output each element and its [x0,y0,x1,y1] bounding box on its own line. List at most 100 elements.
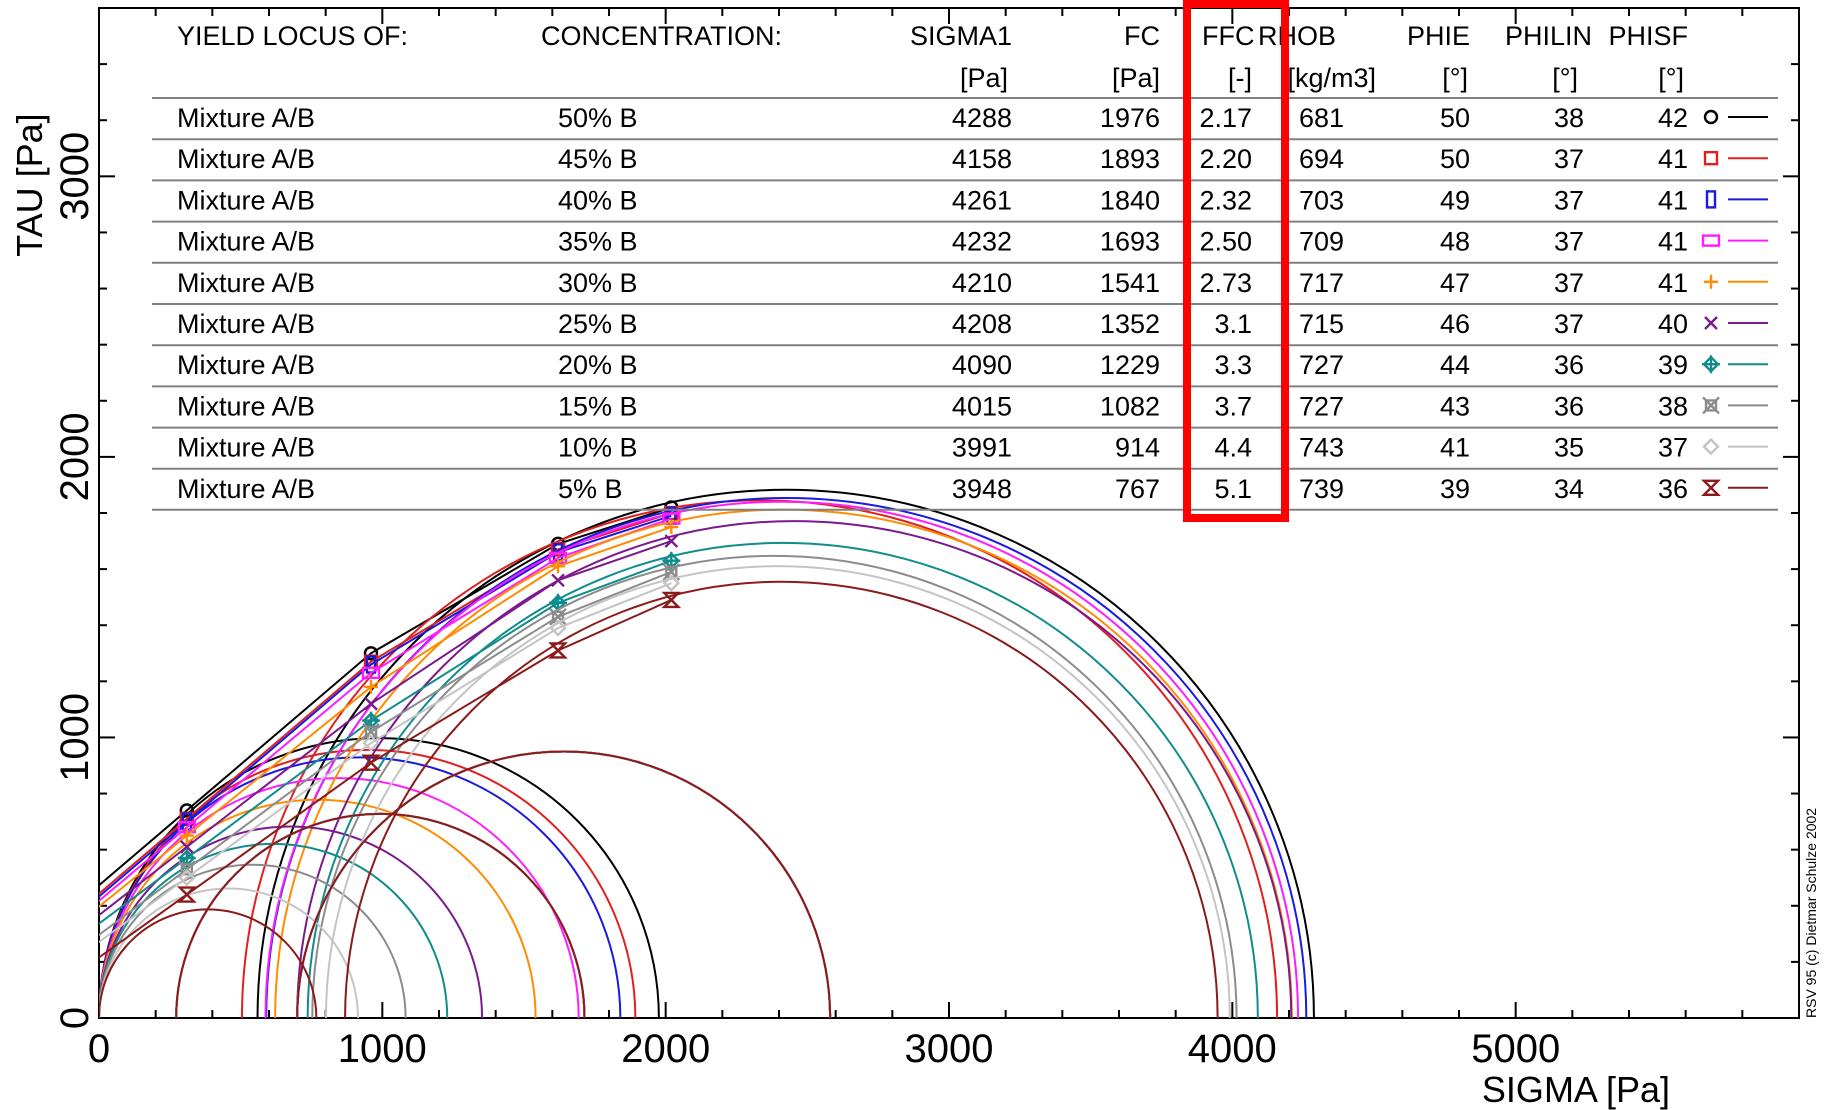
table-cell-sigma1: 4288 [952,103,1012,133]
table-cell-fc: 1976 [1100,103,1160,133]
table-cell-fc: 1229 [1100,350,1160,380]
table-cell-philin: 36 [1554,391,1584,421]
table-cell-name: Mixture A/B [177,185,315,215]
table-unit-2: [Pa] [960,63,1008,93]
x-axis-title: SIGMA [Pa] [1482,1069,1670,1110]
table-cell-fc: 767 [1115,474,1160,504]
table-cell-fc: 1840 [1100,185,1160,215]
table-cell-name: Mixture A/B [177,268,315,298]
table-cell-rhob: 727 [1299,350,1344,380]
table-unit-5: [kg/m3] [1287,63,1376,93]
table-unit-3: [Pa] [1112,63,1160,93]
table-cell-ffc: 2.32 [1199,185,1252,215]
table-header-3: FC [1124,21,1160,51]
table-cell-ffc: 2.50 [1199,227,1252,257]
table-cell-phie: 43 [1440,391,1470,421]
table-cell-rhob: 681 [1299,103,1344,133]
table-cell-sigma1: 4210 [952,268,1012,298]
table-cell-ffc: 2.17 [1199,103,1252,133]
table-cell-phie: 39 [1440,474,1470,504]
table-cell-phisf: 41 [1658,144,1688,174]
y-tick-label-1: 1000 [53,693,97,782]
table-cell-ffc: 5.1 [1214,474,1252,504]
table-cell-sigma1: 4158 [952,144,1012,174]
table-cell-sigma1: 4261 [952,185,1012,215]
table-cell-ffc: 4.4 [1214,433,1252,463]
table-cell-fc: 914 [1115,433,1160,463]
table-cell-concentration: 50% B [558,103,638,133]
table-cell-rhob: 743 [1299,433,1344,463]
table-header-0: YIELD LOCUS OF: [177,21,408,51]
x-tick-label-0: 0 [88,1027,110,1071]
table-cell-name: Mixture A/B [177,474,315,504]
table-cell-rhob: 727 [1299,391,1344,421]
table-cell-fc: 1893 [1100,144,1160,174]
table-header-5: RHOB [1258,21,1336,51]
table-cell-phie: 50 [1440,144,1470,174]
table-header-7: PHILIN [1505,21,1592,51]
table-cell-name: Mixture A/B [177,309,315,339]
table-cell-concentration: 25% B [558,309,638,339]
table-cell-rhob: 703 [1299,185,1344,215]
x-tick-label-2: 2000 [621,1027,710,1071]
table-cell-name: Mixture A/B [177,391,315,421]
table-cell-rhob: 694 [1299,144,1344,174]
table-cell-concentration: 30% B [558,268,638,298]
y-tick-label-2: 2000 [53,412,97,501]
table-cell-phie: 41 [1440,433,1470,463]
table-cell-ffc: 3.1 [1214,309,1252,339]
table-cell-philin: 37 [1554,268,1584,298]
table-cell-phisf: 42 [1658,103,1688,133]
table-cell-rhob: 709 [1299,227,1344,257]
table-cell-phisf: 39 [1658,350,1688,380]
table-cell-concentration: 35% B [558,227,638,257]
x-tick-label-4: 4000 [1188,1027,1277,1071]
table-cell-phisf: 41 [1658,227,1688,257]
table-header-4: FFC [1202,21,1254,51]
table-cell-sigma1: 4090 [952,350,1012,380]
table-cell-phisf: 41 [1658,268,1688,298]
table-cell-rhob: 717 [1299,268,1344,298]
table-header-1: CONCENTRATION: [541,21,782,51]
table-cell-ffc: 3.7 [1214,391,1252,421]
copyright-text: RSV 95 (c) Dietmar Schulze 2002 [1803,808,1819,1018]
table-cell-concentration: 20% B [558,350,638,380]
x-tick-label-5: 5000 [1471,1027,1560,1071]
table-unit-7: [°] [1552,63,1578,93]
table-cell-concentration: 45% B [558,144,638,174]
table-unit-6: [°] [1442,63,1468,93]
table-cell-sigma1: 4232 [952,227,1012,257]
table-cell-ffc: 3.3 [1214,350,1252,380]
table-cell-concentration: 5% B [558,474,623,504]
table-cell-name: Mixture A/B [177,350,315,380]
table-cell-fc: 1693 [1100,227,1160,257]
table-cell-concentration: 40% B [558,185,638,215]
table-cell-philin: 37 [1554,227,1584,257]
table-header-8: PHISF [1608,21,1688,51]
table-cell-phie: 50 [1440,103,1470,133]
table-cell-rhob: 715 [1299,309,1344,339]
table-cell-name: Mixture A/B [177,227,315,257]
table-cell-phisf: 41 [1658,185,1688,215]
table-cell-phie: 44 [1440,350,1470,380]
table-unit-4: [-] [1228,63,1252,93]
table-cell-phie: 48 [1440,227,1470,257]
table-cell-philin: 34 [1554,474,1584,504]
table-cell-phie: 49 [1440,185,1470,215]
x-tick-label-1: 1000 [338,1027,427,1071]
table-cell-sigma1: 4208 [952,309,1012,339]
table-header-2: SIGMA1 [910,21,1012,51]
table-cell-fc: 1352 [1100,309,1160,339]
table-cell-phisf: 36 [1658,474,1688,504]
table-cell-phisf: 38 [1658,391,1688,421]
table-cell-sigma1: 4015 [952,391,1012,421]
x-tick-label-3: 3000 [905,1027,994,1071]
table-cell-phisf: 37 [1658,433,1688,463]
table-unit-8: [°] [1658,63,1684,93]
table-cell-sigma1: 3991 [952,433,1012,463]
plot-frame [99,8,1799,1018]
y-axis-title: TAU [Pa] [9,113,50,256]
table-cell-rhob: 739 [1299,474,1344,504]
table-cell-sigma1: 3948 [952,474,1012,504]
